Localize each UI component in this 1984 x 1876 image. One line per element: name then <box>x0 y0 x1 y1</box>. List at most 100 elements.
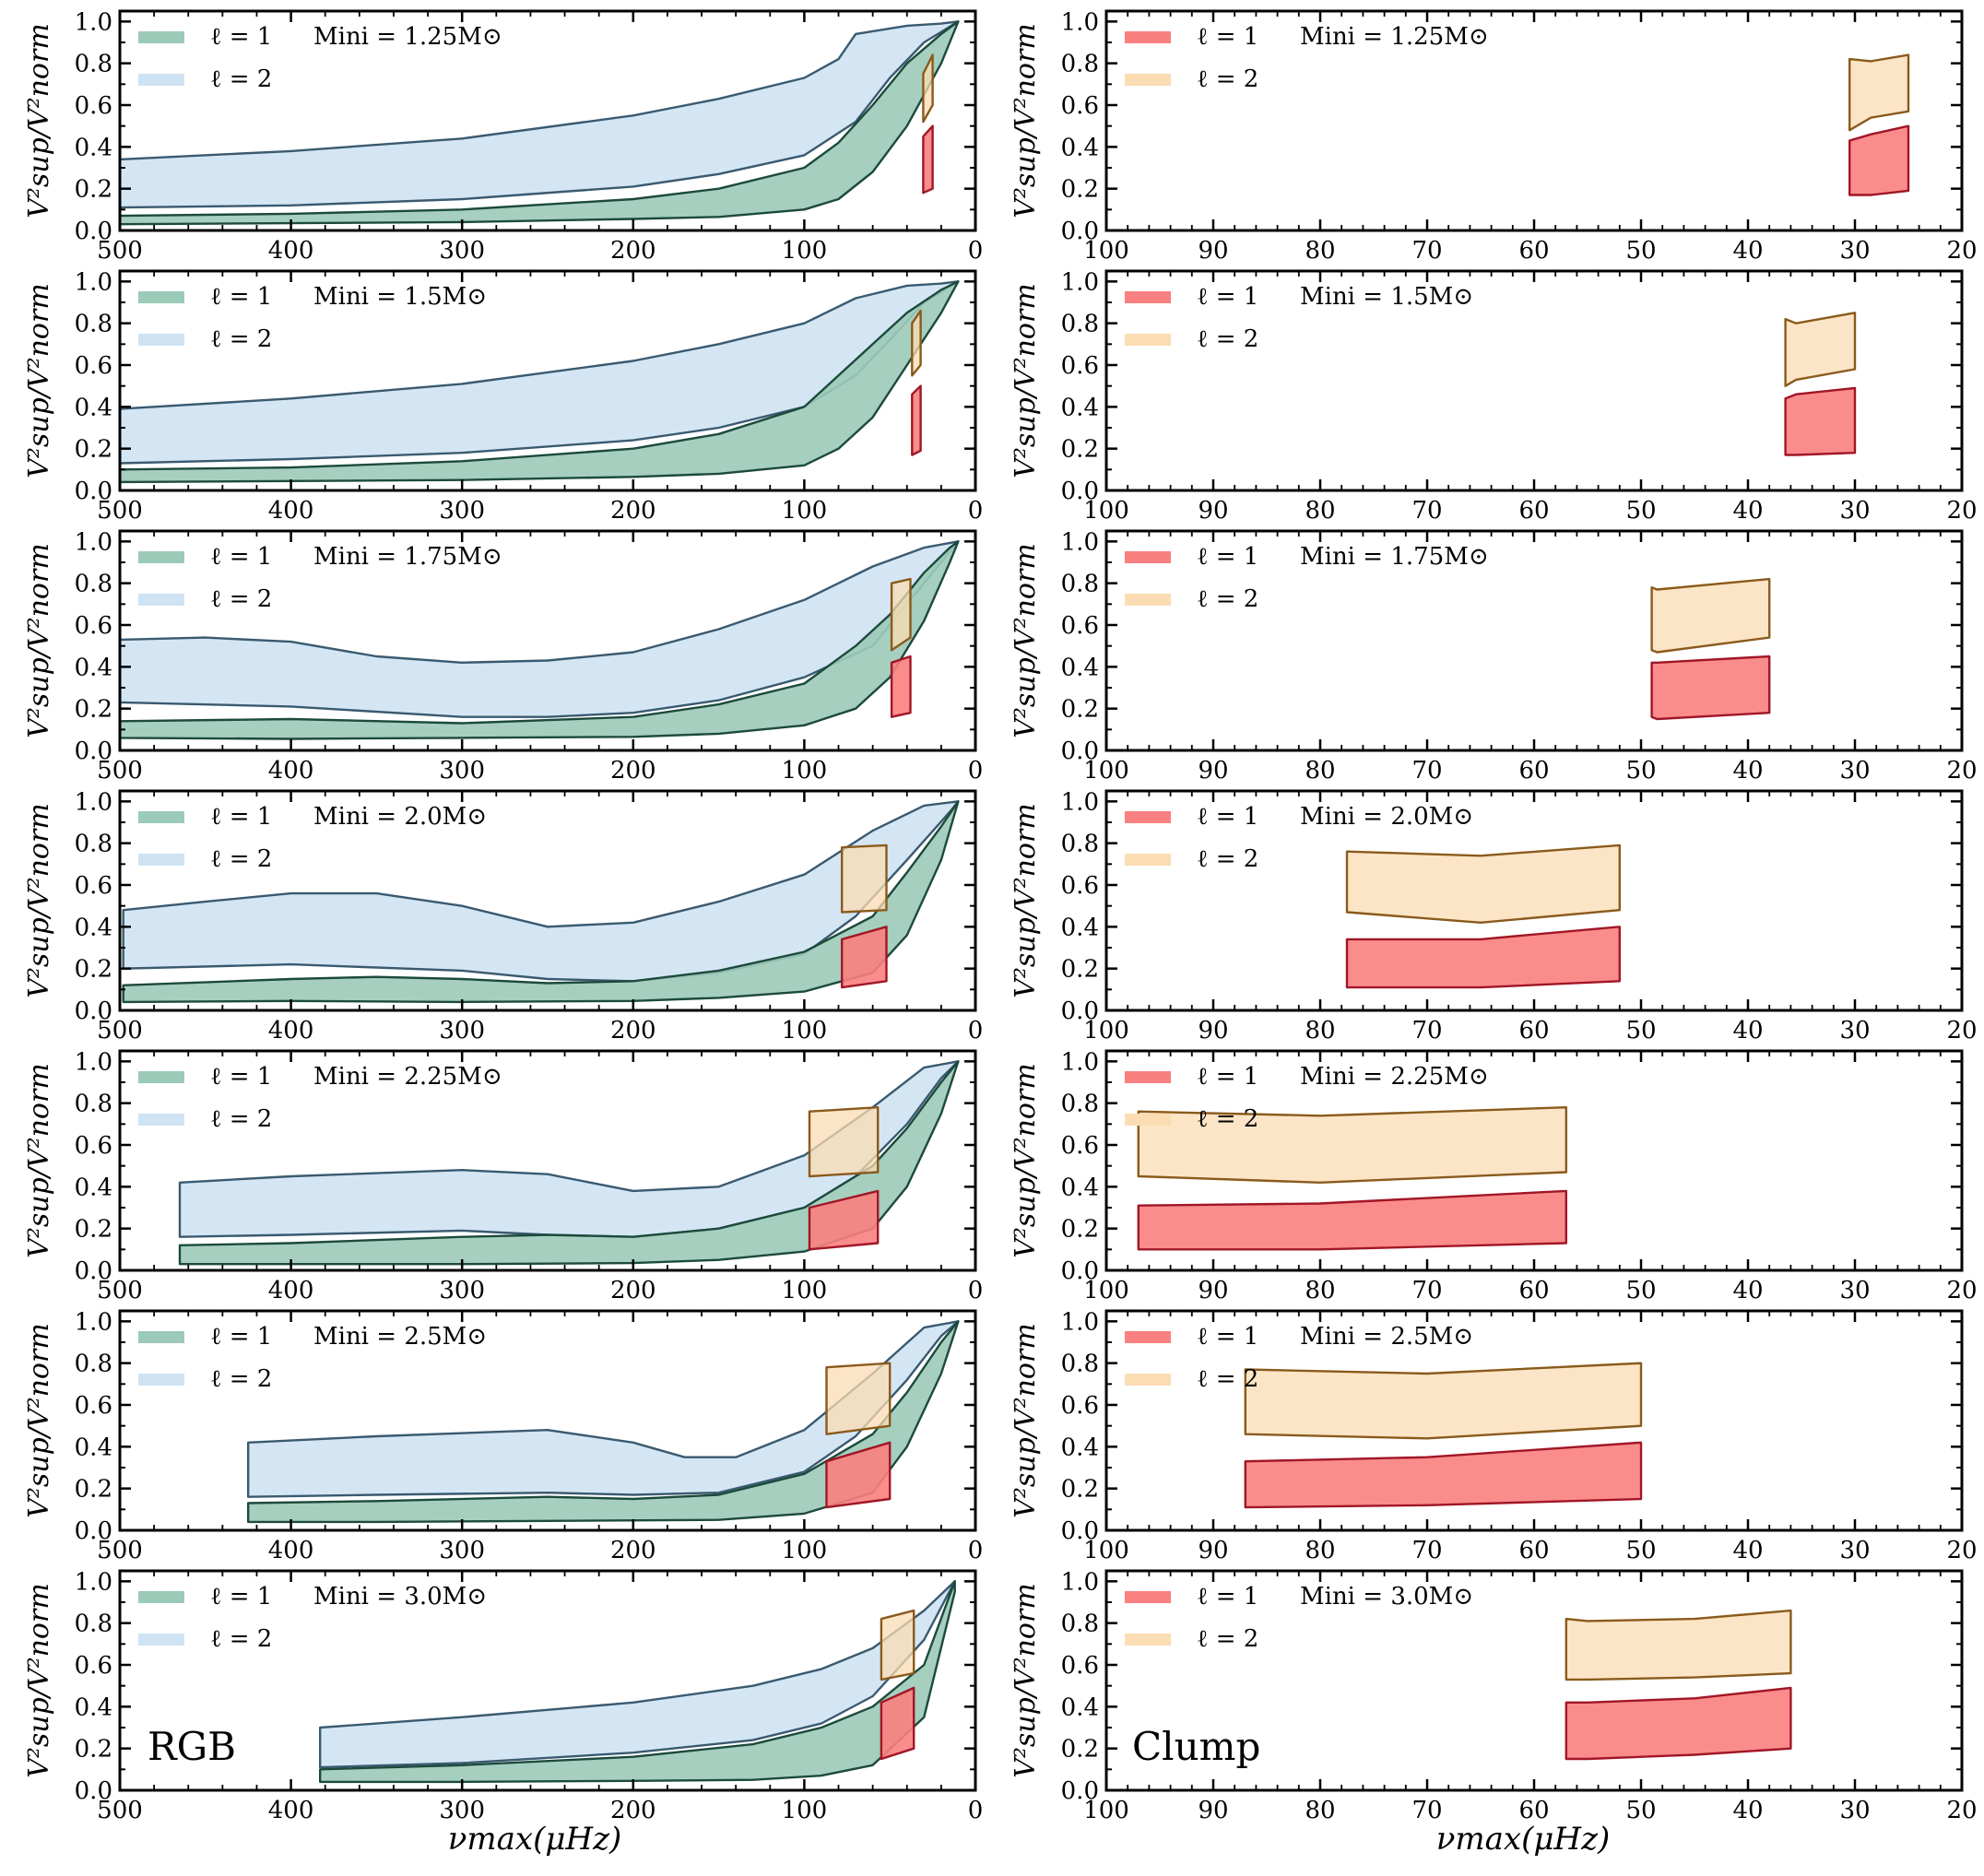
x-tick-label: 0 <box>968 1017 984 1044</box>
y-tick-label: 0.0 <box>75 1257 112 1285</box>
x-tick-label: 80 <box>1305 1277 1335 1304</box>
mass-label: Mini = 3.0M⊙ <box>313 1583 487 1611</box>
panel-right-4: 0.0 0.2 0.4 0.6 0.8 1.0 100 90 80 70 60 50 40 30 20 V²s… <box>1010 788 1978 1044</box>
legend-label-l2: ℓ = 2 <box>210 65 272 93</box>
x-tick-label: 100 <box>782 1017 828 1044</box>
y-axis-label: V²sup/V²norm <box>23 1063 55 1258</box>
x-tick-label: 20 <box>1946 497 1977 525</box>
mass-label: Mini = 1.5M⊙ <box>313 283 487 311</box>
y-axis-label: V²sup/V²norm <box>23 1583 55 1778</box>
band--2 <box>1650 577 1771 654</box>
y-tick-label: 0.4 <box>75 394 112 421</box>
y-tick-label: 0.4 <box>1061 394 1099 421</box>
y-tick-label: 0.2 <box>75 1476 112 1504</box>
x-tick-label: 30 <box>1839 1797 1870 1824</box>
y-axis-label: V²sup/V²norm <box>23 1323 55 1518</box>
y-tick-label: 0.0 <box>75 1517 112 1545</box>
y-tick-label: 0.0 <box>1061 478 1099 505</box>
band-clump-2 <box>808 1105 880 1178</box>
mass-label: Mini = 1.5M⊙ <box>1300 283 1473 311</box>
y-tick-label: 0.8 <box>1061 1611 1099 1638</box>
x-tick-label: 50 <box>1625 497 1656 525</box>
bands <box>1244 1362 1643 1509</box>
y-tick-label: 0.6 <box>1061 872 1099 900</box>
y-axis-label: V²sup/V²norm <box>1010 803 1042 998</box>
y-tick-label: 1.0 <box>75 1308 112 1336</box>
band--2 <box>1345 844 1622 924</box>
axes-frame <box>118 789 977 1012</box>
x-tick-label: 90 <box>1198 497 1228 525</box>
legend-label-l2: ℓ = 2 <box>210 1625 272 1653</box>
band-clump-2 <box>922 53 934 124</box>
y-tick-label: 0.8 <box>75 311 112 338</box>
x-tick-label: 500 <box>97 1537 143 1564</box>
y-tick-label: 0.2 <box>1061 1736 1099 1764</box>
y-tick-label: 0.4 <box>75 1693 112 1721</box>
x-tick-label: 70 <box>1411 237 1442 265</box>
x-tick-label: 30 <box>1839 1017 1870 1044</box>
x-tick-label: 20 <box>1946 757 1977 785</box>
x-tick-label: 90 <box>1198 237 1228 265</box>
y-tick-label: 1.0 <box>1061 268 1099 296</box>
legend-label-l1: ℓ = 1 <box>1197 803 1258 831</box>
axes-frame <box>118 1049 977 1272</box>
y-tick-label: 1.0 <box>75 528 112 556</box>
y-tick-label: 1.0 <box>1061 1048 1099 1076</box>
mass-label: Mini = 2.0M⊙ <box>313 803 487 831</box>
x-tick-label: 70 <box>1411 1017 1442 1044</box>
y-tick-label: 0.4 <box>75 654 112 681</box>
x-tick-label: 100 <box>1083 1537 1129 1564</box>
legend-label-l2: ℓ = 2 <box>210 585 272 613</box>
y-tick-label: 0.4 <box>1061 1693 1099 1721</box>
legend-label-l1: ℓ = 1 <box>210 1583 272 1611</box>
band--2 <box>247 1320 960 1498</box>
bands <box>120 20 960 226</box>
y-tick-label: 0.8 <box>1061 311 1099 338</box>
x-tick-label: 40 <box>1732 1017 1763 1044</box>
legend-swatch-l1 <box>1125 1591 1171 1603</box>
legend-swatch-l2 <box>1125 74 1171 86</box>
y-tick-label: 0.8 <box>75 1611 112 1638</box>
band-clump-1 <box>890 655 912 718</box>
y-tick-label: 0.2 <box>1061 1476 1099 1504</box>
y-tick-label: 0.6 <box>75 1652 112 1680</box>
x-tick-label: 60 <box>1518 1537 1549 1564</box>
x-tick-label: 20 <box>1946 1797 1977 1824</box>
x-tick-label: 100 <box>1083 757 1129 785</box>
y-tick-label: 0.6 <box>1061 612 1099 640</box>
x-tick-label: 500 <box>97 1277 143 1304</box>
bands <box>319 1580 956 1784</box>
x-tick-label: 100 <box>1083 237 1129 265</box>
y-tick-label: 0.2 <box>75 956 112 984</box>
legend-swatch-l1 <box>138 291 184 303</box>
band-clump-1 <box>911 384 922 456</box>
legend-swatch-l1 <box>1125 31 1171 43</box>
x-tick-label: 20 <box>1946 237 1977 265</box>
bands <box>1565 1609 1792 1761</box>
band--1 <box>120 540 960 740</box>
x-tick-label: 100 <box>782 757 828 785</box>
y-tick-label: 0.8 <box>1061 571 1099 598</box>
y-axis-label: V²sup/V²norm <box>23 803 55 998</box>
band--1 <box>319 1580 956 1784</box>
y-tick-label: 0.2 <box>1061 176 1099 204</box>
x-tick-label: 300 <box>439 497 485 525</box>
band--1 <box>122 800 960 1004</box>
x-tick-label: 20 <box>1946 1017 1977 1044</box>
x-tick-label: 400 <box>268 1537 314 1564</box>
panel-left-1: 0.0 0.2 0.4 0.6 0.8 1.0 500 400 300 200 100 0 V²sup/… <box>23 8 983 265</box>
band--1 <box>1345 926 1622 989</box>
band--2 <box>1244 1362 1643 1440</box>
band--1 <box>247 1320 960 1524</box>
bands <box>1784 312 1857 456</box>
mass-label: Mini = 1.75M⊙ <box>1300 543 1489 571</box>
legend-label-l1: ℓ = 1 <box>210 283 272 311</box>
x-tick-label: 0 <box>968 1277 984 1304</box>
panel-right-6: 0.0 0.2 0.4 0.6 0.8 1.0 100 90 80 70 60 50 40 30 20 V²s… <box>1010 1308 1978 1564</box>
x-tick-label: 300 <box>439 757 485 785</box>
y-tick-label: 0.0 <box>1061 1257 1099 1285</box>
y-tick-label: 0.4 <box>75 1434 112 1461</box>
y-tick-label: 0.8 <box>1061 831 1099 858</box>
mass-label: Mini = 3.0M⊙ <box>1300 1583 1473 1611</box>
band-clump-2 <box>890 577 912 652</box>
